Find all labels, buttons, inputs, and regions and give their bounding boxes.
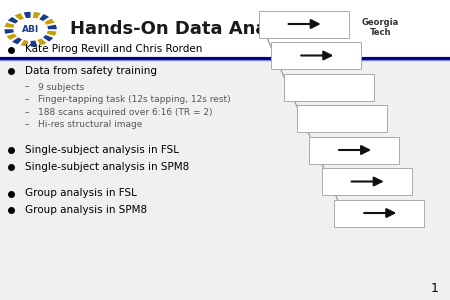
Text: Single-subject analysis in FSL: Single-subject analysis in FSL — [25, 145, 179, 155]
Text: –: – — [25, 82, 29, 91]
Text: ABI: ABI — [22, 25, 39, 34]
Wedge shape — [8, 17, 18, 24]
Text: Group analysis in FSL: Group analysis in FSL — [25, 188, 137, 199]
Wedge shape — [6, 34, 17, 40]
Bar — [297, 105, 387, 132]
Wedge shape — [37, 38, 47, 45]
Bar — [0, 0, 450, 58]
Bar — [334, 200, 424, 226]
Wedge shape — [14, 13, 24, 20]
Bar — [322, 168, 412, 195]
Text: –: – — [25, 108, 29, 117]
Text: Kate Pirog Revill and Chris Rorden: Kate Pirog Revill and Chris Rorden — [25, 44, 202, 55]
Wedge shape — [4, 29, 14, 34]
Text: 1: 1 — [431, 283, 439, 296]
Text: Hi-res structural image: Hi-res structural image — [38, 120, 143, 129]
Wedge shape — [47, 25, 57, 29]
Wedge shape — [43, 35, 53, 42]
Text: Georgia State
University: Georgia State University — [291, 22, 334, 33]
Text: Group analysis in SPM8: Group analysis in SPM8 — [25, 205, 147, 215]
Wedge shape — [33, 12, 40, 19]
Text: Finger-tapping task (12s tapping, 12s rest): Finger-tapping task (12s tapping, 12s re… — [38, 95, 231, 104]
Wedge shape — [39, 14, 49, 21]
Wedge shape — [24, 12, 31, 18]
Wedge shape — [12, 37, 22, 44]
Wedge shape — [44, 19, 55, 25]
Wedge shape — [46, 31, 57, 36]
Text: Data from safety training: Data from safety training — [25, 65, 157, 76]
Text: Hands-On Data Analysis: Hands-On Data Analysis — [70, 20, 312, 38]
Bar — [259, 11, 349, 38]
Text: 9 subjects: 9 subjects — [38, 82, 85, 91]
Bar — [309, 136, 399, 164]
Text: –: – — [25, 95, 29, 104]
Wedge shape — [4, 22, 15, 28]
Text: –: – — [25, 120, 29, 129]
Wedge shape — [31, 40, 37, 47]
Wedge shape — [21, 40, 28, 46]
Bar — [284, 74, 374, 100]
Bar — [271, 42, 361, 69]
Text: Georgia
Tech: Georgia Tech — [362, 18, 399, 38]
Text: 188 scans acquired over 6:16 (TR = 2): 188 scans acquired over 6:16 (TR = 2) — [38, 108, 213, 117]
Text: Single-subject analysis in SPM8: Single-subject analysis in SPM8 — [25, 161, 189, 172]
Circle shape — [14, 18, 48, 40]
